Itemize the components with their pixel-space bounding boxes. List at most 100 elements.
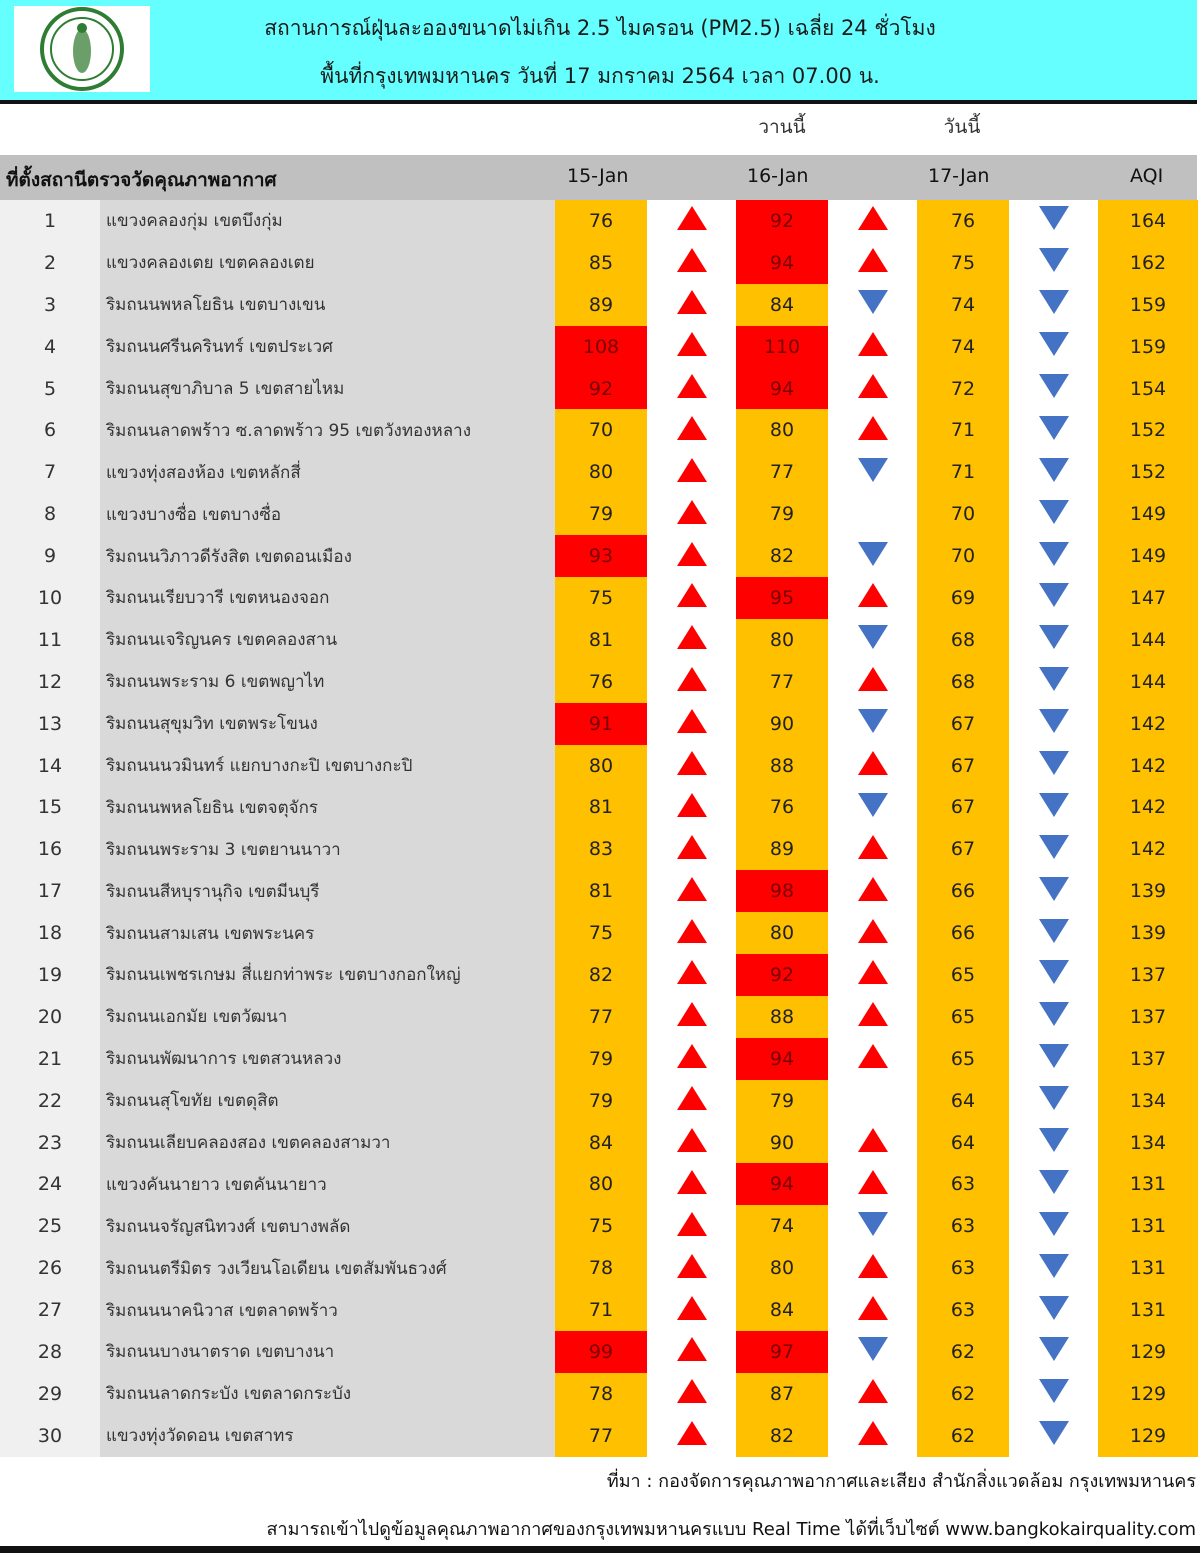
row-number: 10 xyxy=(0,577,100,619)
row-number: 27 xyxy=(0,1289,100,1332)
trend-cell xyxy=(647,1121,736,1164)
trend-cell xyxy=(1009,325,1098,368)
trend-cell xyxy=(828,577,917,619)
trend-cell xyxy=(647,451,736,494)
trend-cell xyxy=(828,702,917,745)
down-arrow-icon xyxy=(1038,1086,1069,1111)
value-17-jan: 65 xyxy=(917,954,1009,996)
value-16-jan: 84 xyxy=(736,1289,828,1332)
value-17-jan: 64 xyxy=(917,1121,1009,1164)
row-number: 29 xyxy=(0,1372,100,1415)
trend-cell xyxy=(1009,828,1098,871)
trend-cell xyxy=(828,1331,917,1373)
aqi-value: 149 xyxy=(1098,535,1198,578)
value-16-jan: 80 xyxy=(736,618,828,661)
up-arrow-icon xyxy=(676,1086,707,1111)
location-header: ที่ตั้งสถานีตรวจวัดคุณภาพอากาศ xyxy=(6,169,277,191)
aqi-value: 131 xyxy=(1098,1289,1198,1332)
value-16-jan: 82 xyxy=(736,535,828,578)
table-row: 14 ริมถนนนวมินทร์ แยกบางกะปิ เขตบางกะปิ 80… xyxy=(0,744,1198,787)
value-16-jan: 74 xyxy=(736,1205,828,1248)
table-row: 4 ริมถนนศรีนครินทร์ เขตประเวศ 108 110 74 159 xyxy=(0,325,1198,368)
trend-cell xyxy=(828,200,917,242)
value-15-jan: 71 xyxy=(555,1289,647,1332)
value-15-jan: 91 xyxy=(555,702,647,745)
up-arrow-icon xyxy=(857,1421,888,1446)
trend-cell xyxy=(647,409,736,452)
row-number: 4 xyxy=(0,325,100,368)
aqi-value: 134 xyxy=(1098,1121,1198,1164)
up-arrow-icon xyxy=(676,709,707,734)
trend-cell xyxy=(1009,1414,1098,1457)
seal-icon xyxy=(40,7,124,91)
trend-cell xyxy=(828,1079,917,1122)
value-16-jan: 77 xyxy=(736,451,828,494)
website-note: สามารถเข้าไปดูข้อมูลคุณภาพอากาศของกรุงเท… xyxy=(266,1519,1196,1540)
value-17-jan: 69 xyxy=(917,577,1009,619)
table-row: 25 ริมถนนจรัญสนิทวงศ์ เขตบางพลัด 75 74 63 131 xyxy=(0,1205,1198,1248)
up-arrow-icon xyxy=(676,290,707,315)
up-arrow-icon xyxy=(676,1295,707,1320)
down-arrow-icon xyxy=(1038,1044,1069,1069)
up-arrow-icon xyxy=(676,918,707,943)
yesterday-label: วานนี้ xyxy=(758,116,806,138)
trend-cell xyxy=(1009,535,1098,578)
station-name: ริมถนนเพชรเกษม สี่แยกท่าพระ เขตบางกอกใหญ… xyxy=(100,954,555,996)
up-arrow-icon xyxy=(676,415,707,440)
value-17-jan: 62 xyxy=(917,1331,1009,1373)
station-name: ริมถนนจรัญสนิทวงศ์ เขตบางพลัด xyxy=(100,1205,555,1248)
trend-cell xyxy=(1009,1037,1098,1080)
trend-cell xyxy=(1009,995,1098,1038)
aqi-value: 152 xyxy=(1098,451,1198,494)
up-arrow-icon xyxy=(676,1421,707,1446)
aqi-value: 131 xyxy=(1098,1205,1198,1248)
up-arrow-icon xyxy=(857,1169,888,1194)
aqi-value: 129 xyxy=(1098,1331,1198,1373)
trend-cell xyxy=(828,995,917,1038)
value-15-jan: 75 xyxy=(555,1205,647,1248)
trend-cell xyxy=(647,660,736,703)
down-arrow-icon xyxy=(857,709,888,734)
title-line-2: พื้นที่กรุงเทพมหานคร วันที่ 17 มกราคม 25… xyxy=(320,64,880,88)
station-name: ริมถนนนาคนิวาส เขตลาดพร้าว xyxy=(100,1289,555,1332)
aqi-value: 149 xyxy=(1098,493,1198,536)
down-arrow-icon xyxy=(1038,374,1069,398)
up-arrow-icon xyxy=(676,583,707,608)
trend-cell xyxy=(647,995,736,1038)
down-arrow-icon xyxy=(857,541,888,566)
row-number: 14 xyxy=(0,744,100,787)
table-row: 13 ริมถนนสุขุมวิท เขตพระโขนง 91 90 67 142 xyxy=(0,702,1198,745)
aqi-value: 142 xyxy=(1098,702,1198,745)
today-label: วันนี้ xyxy=(943,116,981,138)
trend-cell xyxy=(828,870,917,913)
up-arrow-icon xyxy=(857,1379,888,1404)
value-17-jan: 65 xyxy=(917,995,1009,1038)
trend-cell xyxy=(828,325,917,368)
row-number: 15 xyxy=(0,786,100,829)
up-arrow-icon xyxy=(676,1211,707,1236)
aqi-value: 129 xyxy=(1098,1414,1198,1457)
table-row: 15 ริมถนนพหลโยธิน เขตจตุจักร 81 76 67 142 xyxy=(0,786,1198,829)
trend-cell xyxy=(828,409,917,452)
down-arrow-icon xyxy=(1038,876,1069,901)
row-number: 7 xyxy=(0,451,100,494)
trend-cell xyxy=(647,325,736,368)
trend-cell xyxy=(647,786,736,829)
value-17-jan: 67 xyxy=(917,828,1009,871)
value-17-jan: 71 xyxy=(917,451,1009,494)
value-15-jan: 77 xyxy=(555,1414,647,1457)
down-arrow-icon xyxy=(857,290,888,315)
value-16-jan: 90 xyxy=(736,702,828,745)
aqi-value: 152 xyxy=(1098,409,1198,452)
bma-logo xyxy=(14,6,150,92)
value-16-jan: 76 xyxy=(736,786,828,829)
up-arrow-icon xyxy=(676,792,707,817)
value-17-jan: 66 xyxy=(917,912,1009,955)
value-16-jan: 92 xyxy=(736,954,828,996)
row-number: 6 xyxy=(0,409,100,452)
trend-cell xyxy=(647,1079,736,1122)
value-17-jan: 62 xyxy=(917,1372,1009,1415)
row-number: 11 xyxy=(0,618,100,661)
down-arrow-icon xyxy=(1038,1253,1069,1278)
up-arrow-icon xyxy=(857,918,888,943)
